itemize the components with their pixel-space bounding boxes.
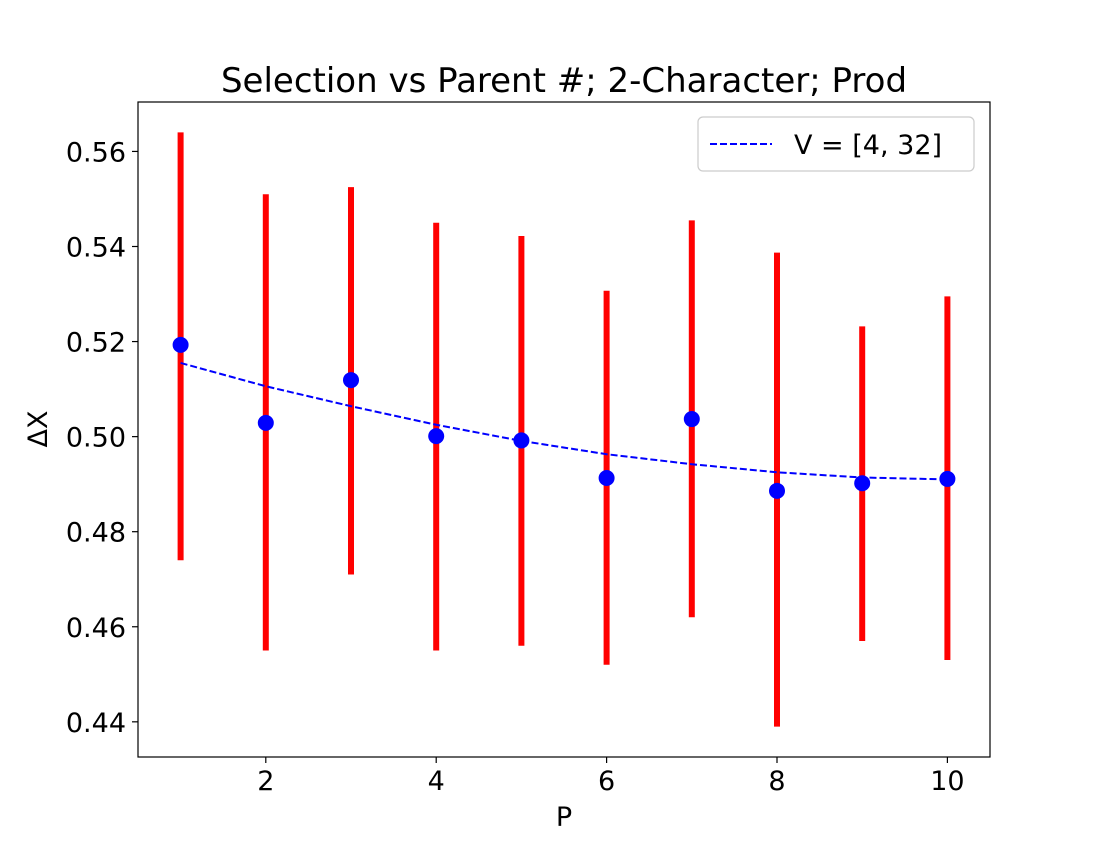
y-tick-label: 0.56 bbox=[66, 137, 126, 168]
y-tick-label: 0.48 bbox=[66, 518, 126, 549]
data-point bbox=[343, 372, 359, 389]
data-point bbox=[172, 336, 189, 353]
legend: V = [4, 32] bbox=[697, 116, 975, 172]
x-axis: 2 4 6 8 10 bbox=[257, 757, 965, 797]
y-axis: 0.44 0.46 0.48 0.50 0.52 0.54 0.56 bbox=[66, 137, 138, 739]
y-tick-label: 0.54 bbox=[66, 232, 126, 263]
chart-title: Selection vs Parent #; 2-Character; Prod bbox=[221, 61, 907, 101]
trend-line bbox=[180, 361, 948, 481]
trend-line-group bbox=[180, 361, 948, 481]
y-tick-label: 0.50 bbox=[66, 423, 126, 454]
x-tick-label: 8 bbox=[768, 766, 785, 797]
plot-area bbox=[137, 101, 991, 758]
x-tick-label: 10 bbox=[930, 766, 964, 797]
y-tick-label: 0.52 bbox=[66, 328, 126, 359]
data-point bbox=[683, 411, 700, 428]
data-point bbox=[939, 470, 956, 487]
data-point bbox=[769, 482, 785, 499]
data-points bbox=[172, 336, 956, 499]
data-point bbox=[257, 414, 274, 431]
y-tick-label: 0.46 bbox=[66, 613, 126, 644]
data-point bbox=[854, 475, 871, 492]
x-tick-label: 4 bbox=[428, 766, 445, 797]
data-point bbox=[513, 432, 530, 449]
data-point bbox=[428, 428, 445, 445]
x-tick-label: 2 bbox=[257, 766, 274, 797]
legend-box bbox=[697, 116, 975, 172]
y-axis-label: ΔX bbox=[23, 411, 54, 448]
y-tick-label: 0.44 bbox=[66, 708, 126, 739]
x-tick-label: 6 bbox=[598, 766, 615, 797]
legend-label: V = [4, 32] bbox=[794, 130, 942, 161]
data-point bbox=[598, 469, 615, 486]
x-axis-label: P bbox=[556, 802, 572, 833]
